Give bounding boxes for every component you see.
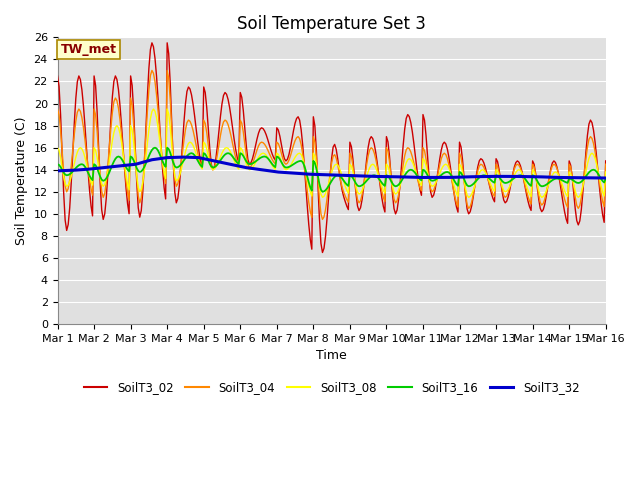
SoilT3_16 [387,178,395,184]
SoilT3_16 [319,189,326,195]
SoilT3_02 [538,209,545,215]
SoilT3_16 [54,161,61,167]
SoilT3_02 [148,40,156,46]
SoilT3_32 [156,156,163,162]
SoilT3_08 [538,194,545,200]
SoilT3_32 [367,173,375,179]
SoilT3_16 [69,168,77,174]
SoilT3_16 [399,175,407,181]
Line: SoilT3_32: SoilT3_32 [58,157,605,178]
SoilT3_08 [69,168,77,173]
SoilT3_02 [399,143,407,148]
Line: SoilT3_04: SoilT3_04 [58,71,605,219]
SoilT3_16 [151,145,159,151]
SoilT3_08 [157,148,165,154]
SoilT3_32 [54,168,61,174]
SoilT3_04 [319,216,326,222]
SoilT3_08 [319,194,326,200]
Line: SoilT3_16: SoilT3_16 [58,148,605,192]
SoilT3_32 [587,175,595,181]
SoilT3_08 [399,170,407,176]
SoilT3_32 [536,174,544,180]
SoilT3_04 [602,161,609,167]
SoilT3_32 [179,154,186,160]
SoilT3_08 [54,145,61,151]
SoilT3_32 [386,174,394,180]
SoilT3_04 [369,146,376,152]
SoilT3_16 [538,183,545,189]
Line: SoilT3_08: SoilT3_08 [58,109,605,197]
Text: TW_met: TW_met [61,43,116,56]
SoilT3_02 [54,73,61,79]
X-axis label: Time: Time [316,349,347,362]
SoilT3_08 [369,161,376,167]
Legend: SoilT3_02, SoilT3_04, SoilT3_08, SoilT3_16, SoilT3_32: SoilT3_02, SoilT3_04, SoilT3_08, SoilT3_… [79,376,584,398]
SoilT3_04 [387,172,395,178]
SoilT3_08 [602,169,609,175]
SoilT3_08 [150,106,157,112]
SoilT3_32 [398,174,406,180]
SoilT3_16 [369,173,376,179]
Y-axis label: Soil Temperature (C): Soil Temperature (C) [15,117,28,245]
SoilT3_02 [157,144,165,150]
Line: SoilT3_02: SoilT3_02 [58,43,605,252]
SoilT3_16 [602,176,609,181]
Title: Soil Temperature Set 3: Soil Temperature Set 3 [237,15,426,33]
SoilT3_32 [602,175,609,181]
SoilT3_04 [157,144,165,149]
SoilT3_04 [538,202,545,208]
SoilT3_04 [399,162,407,168]
SoilT3_02 [369,136,376,142]
SoilT3_04 [54,106,61,112]
SoilT3_04 [69,147,77,153]
SoilT3_04 [148,68,156,73]
SoilT3_32 [69,168,77,173]
SoilT3_02 [602,158,609,164]
SoilT3_02 [319,250,326,255]
SoilT3_02 [387,172,395,178]
SoilT3_08 [387,176,395,182]
SoilT3_16 [157,155,165,160]
SoilT3_02 [69,150,77,156]
